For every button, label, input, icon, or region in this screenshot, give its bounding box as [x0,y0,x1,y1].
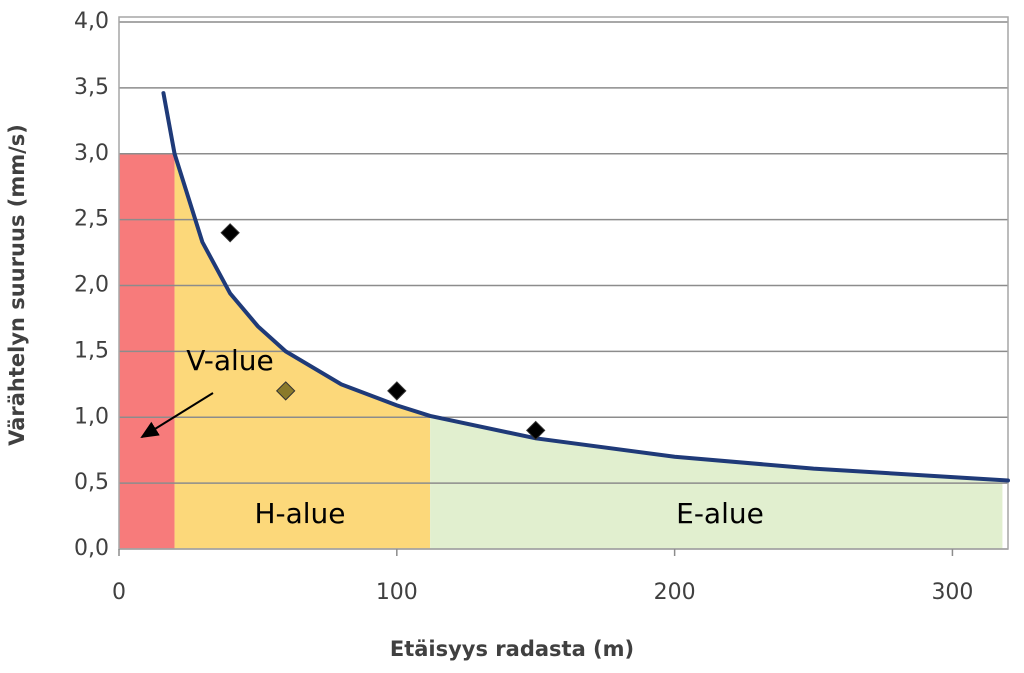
arrow [140,392,214,439]
x-tick-label: 100 [376,580,418,605]
point [526,420,546,441]
y-tick-label: 2,0 [74,273,109,298]
zone-label: E-alue [676,497,764,530]
y-tick-label: 0,5 [74,470,109,495]
y-tick-label: 3,5 [74,75,109,100]
y-tick-label: 1,5 [74,338,109,363]
x-tick-label: 200 [654,580,696,605]
y-tick-label: 1,0 [74,404,109,429]
zone-label: H-alue [254,497,345,530]
curve [161,91,1010,483]
y-axis-title: Värähtelyn suuruus (mm/s) [5,124,29,446]
plot-frame [118,16,1009,550]
point [275,381,296,401]
y-tick-label: 0,0 [74,536,109,561]
y-tick-label: 4,0 [74,9,109,34]
x-axis-title: Etäisyys radasta (m) [390,637,634,661]
y-tick-label: 3,0 [74,141,109,166]
x-tick-label: 300 [931,580,973,605]
zone [174,153,431,549]
zone-label: V-alue [186,344,274,377]
y-tick-label: 2,5 [74,207,109,232]
point [387,381,407,401]
x-tick-label: 0 [112,580,126,605]
point [220,223,240,243]
